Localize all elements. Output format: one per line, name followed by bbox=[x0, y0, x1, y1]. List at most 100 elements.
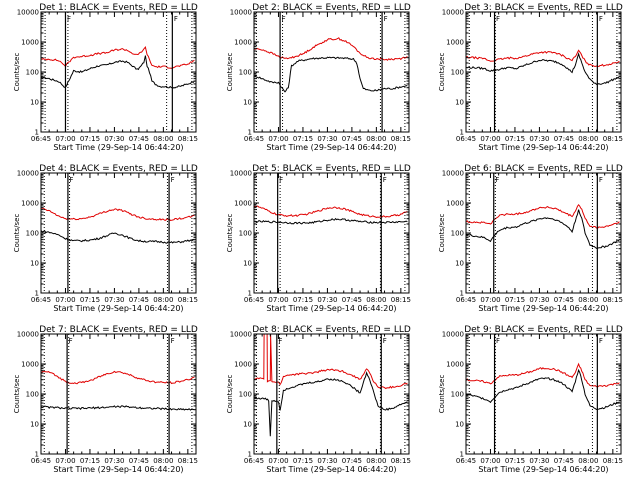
series-line-lld bbox=[254, 37, 408, 61]
y-tick-label: 100 bbox=[239, 230, 252, 238]
y-tick-label: 1000 bbox=[234, 361, 252, 369]
x-tick-label: 07:15 bbox=[80, 135, 100, 143]
series-line-lld bbox=[41, 207, 195, 222]
chart-plot-area bbox=[41, 370, 195, 411]
x-tick-label: 07:45 bbox=[554, 457, 574, 465]
chart-title: Det 8: BLACK = Events, RED = LLD bbox=[252, 325, 411, 335]
y-tick-label: 1 bbox=[35, 290, 39, 298]
x-tick-label: 07:45 bbox=[129, 135, 149, 143]
x-tick-label: 07:30 bbox=[104, 457, 124, 465]
x-tick-label: 07:30 bbox=[529, 296, 549, 304]
chart-title: Det 6: BLACK = Events, RED = LLD bbox=[464, 164, 623, 174]
chart-panel: Det 9: BLACK = Events, RED = LLD F F 1 10 100… bbox=[438, 325, 623, 474]
x-tick-label: 06:45 bbox=[456, 296, 476, 304]
marker-label: F bbox=[171, 176, 175, 184]
chart-plot-area bbox=[466, 204, 620, 249]
y-tick-label: 1 bbox=[460, 290, 464, 298]
chart-plot-area bbox=[466, 49, 620, 85]
y-tick-label: 1 bbox=[460, 129, 464, 137]
y-axis-label: Counts/sec bbox=[226, 214, 234, 253]
y-tick-label: 1 bbox=[35, 451, 39, 459]
x-tick-label: 07:00 bbox=[55, 296, 75, 304]
y-axis-label: Counts/sec bbox=[438, 375, 446, 414]
y-tick-label: 10 bbox=[30, 99, 39, 107]
x-tick-label: 06:45 bbox=[31, 135, 51, 143]
y-tick-label: 1000 bbox=[21, 200, 39, 208]
x-tick-label: 07:00 bbox=[480, 457, 500, 465]
x-tick-label: 08:15 bbox=[178, 296, 198, 304]
chart-plot-area bbox=[41, 207, 195, 244]
series-line-events bbox=[466, 368, 620, 411]
x-tick-label: 07:00 bbox=[55, 135, 75, 143]
y-tick-label: 1 bbox=[248, 290, 252, 298]
y-tick-label: 1000 bbox=[234, 200, 252, 208]
x-axis-label: Start Time (29-Sep-14 06:44:20) bbox=[266, 304, 396, 313]
series-line-events bbox=[41, 230, 195, 244]
y-tick-label: 1 bbox=[248, 129, 252, 137]
y-tick-label: 1000 bbox=[234, 39, 252, 47]
x-tick-label: 08:15 bbox=[178, 457, 198, 465]
marker-label: F bbox=[384, 15, 388, 23]
x-tick-label: 08:00 bbox=[153, 135, 173, 143]
chart-panel: Det 2: BLACK = Events, RED = LLD F F 1 10 100… bbox=[226, 3, 411, 152]
y-axis-label: Counts/sec bbox=[13, 214, 21, 253]
x-tick-label: 08:00 bbox=[153, 296, 173, 304]
y-tick-label: 10000 bbox=[442, 331, 464, 339]
chart-frame bbox=[40, 333, 197, 455]
x-tick-label: 07:15 bbox=[80, 457, 100, 465]
chart-title: Det 5: BLACK = Events, RED = LLD bbox=[252, 164, 411, 174]
y-tick-label: 100 bbox=[239, 69, 252, 77]
y-tick-label: 10 bbox=[455, 99, 464, 107]
marker-label: F bbox=[174, 15, 178, 23]
y-tick-label: 1 bbox=[460, 451, 464, 459]
chart-title: Det 7: BLACK = Events, RED = LLD bbox=[39, 325, 198, 335]
y-tick-label: 10000 bbox=[230, 9, 252, 17]
y-tick-label: 1 bbox=[248, 451, 252, 459]
chart-panel: Det 4: BLACK = Events, RED = LLD F F 1 10 100… bbox=[13, 164, 198, 313]
x-tick-label: 07:15 bbox=[293, 296, 313, 304]
x-tick-label: 06:45 bbox=[456, 135, 476, 143]
x-tick-label: 07:30 bbox=[104, 135, 124, 143]
y-tick-label: 10 bbox=[455, 421, 464, 429]
x-tick-label: 07:45 bbox=[554, 296, 574, 304]
chart-title: Det 4: BLACK = Events, RED = LLD bbox=[39, 164, 198, 174]
x-tick-label: 07:00 bbox=[268, 135, 288, 143]
x-tick-label: 07:30 bbox=[317, 457, 337, 465]
series-line-lld bbox=[41, 46, 195, 69]
chart-plot-area bbox=[466, 362, 620, 411]
series-line-lld bbox=[466, 204, 620, 229]
marker-label: F bbox=[383, 176, 387, 184]
x-tick-label: 08:00 bbox=[366, 457, 386, 465]
marker-label: F bbox=[279, 176, 283, 184]
marker-label: F bbox=[282, 15, 286, 23]
series-line-events bbox=[466, 209, 620, 249]
y-tick-label: 10 bbox=[243, 421, 252, 429]
chart-panel: Det 1: BLACK = Events, RED = LLD F F 1 10 100… bbox=[13, 3, 198, 152]
x-tick-label: 06:45 bbox=[244, 296, 264, 304]
x-tick-label: 07:30 bbox=[317, 296, 337, 304]
y-tick-label: 10 bbox=[30, 260, 39, 268]
series-line-lld bbox=[466, 49, 620, 68]
marker-label: F bbox=[69, 176, 73, 184]
y-tick-label: 10000 bbox=[17, 331, 39, 339]
y-tick-label: 100 bbox=[26, 230, 39, 238]
x-tick-label: 07:45 bbox=[342, 457, 362, 465]
y-tick-label: 10 bbox=[243, 260, 252, 268]
x-tick-label: 06:45 bbox=[244, 457, 264, 465]
series-line-events bbox=[254, 217, 408, 225]
chart-panel: Det 5: BLACK = Events, RED = LLD F F 1 10 100… bbox=[226, 164, 411, 313]
x-axis-label: Start Time (29-Sep-14 06:44:20) bbox=[266, 465, 396, 474]
y-tick-label: 1000 bbox=[446, 39, 464, 47]
x-tick-label: 07:45 bbox=[129, 296, 149, 304]
x-tick-label: 07:00 bbox=[55, 457, 75, 465]
x-tick-label: 06:45 bbox=[31, 296, 51, 304]
y-tick-label: 100 bbox=[239, 391, 252, 399]
y-tick-label: 10000 bbox=[442, 9, 464, 17]
x-tick-label: 06:45 bbox=[456, 457, 476, 465]
y-tick-label: 10 bbox=[30, 421, 39, 429]
chart-title: Det 1: BLACK = Events, RED = LLD bbox=[39, 3, 198, 13]
series-line-events bbox=[254, 56, 408, 93]
x-axis-label: Start Time (29-Sep-14 06:44:20) bbox=[266, 143, 396, 152]
chart-title: Det 3: BLACK = Events, RED = LLD bbox=[464, 3, 623, 13]
